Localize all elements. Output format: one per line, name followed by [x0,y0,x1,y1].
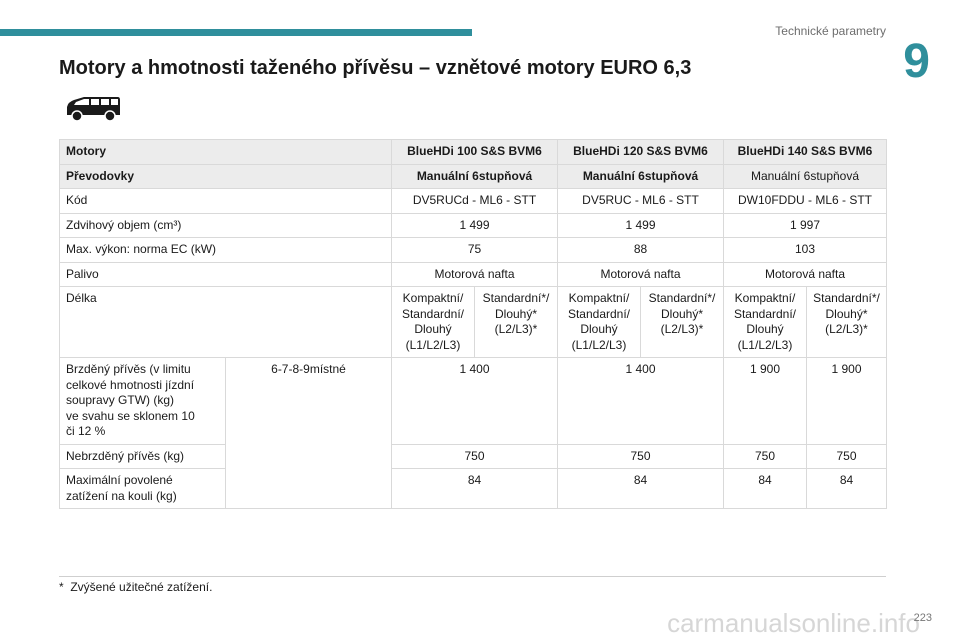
table-cell: 84 [806,468,887,509]
length-variant-a: Kompaktní/Standardní/Dlouhý (L1/L2/L3) [391,286,475,358]
footnote-divider [59,576,886,577]
table-cell: 103 [723,237,887,263]
row-label: Motory [59,139,392,165]
table-row-braked-trailer: Brzděný přívěs (v limitu celkové hmotnost… [59,357,887,509]
row-label: Kód [59,188,392,214]
row-label: Převodovky [59,163,392,189]
table-cell: 750 [557,443,724,469]
table-row-hitch-load: Maximální povolené zatížení na kouli (kg)… [59,468,887,509]
van-icon [67,97,120,122]
footnote: * Zvýšené užitečné zatížení. [59,580,212,594]
section-label: Technické parametry [775,24,886,38]
table-cell: 1 499 [557,212,724,238]
table-cell: 750 [723,443,807,469]
table-cell: DW10FDDU - ML6 - STT [723,188,887,214]
engine-header: BlueHDi 120 S&S BVM6 [557,139,724,165]
table-cell: Manuální 6stupňová [391,163,558,189]
table-row-displacement: Zdvihový objem (cm³) 1 499 1 499 1 997 [59,212,887,238]
row-label: Brzděný přívěs (v limitu celkové hmotnost… [59,357,226,445]
length-variant-b: Standardní*/Dlouhý* (L2/L3)* [474,286,558,358]
watermark: carmanualsonline.info [667,608,920,638]
table-cell: 1 400 [557,357,724,445]
table-cell: 1 997 [723,212,887,238]
length-variant-a: Kompaktní/Standardní/Dlouhý (L1/L2/L3) [557,286,641,358]
row-label: Zdvihový objem (cm³) [59,212,392,238]
seats-cell: 6-7-8-9místné [225,357,392,509]
row-label: Max. výkon: norma EC (kW) [59,237,392,263]
table-row-gearbox: Převodovky Manuální 6stupňová Manuální 6… [59,163,887,189]
footnote-text: Zvýšené užitečné zatížení. [70,580,213,594]
table-row-code: Kód DV5RUCd - ML6 - STT DV5RUC - ML6 - S… [59,188,887,214]
table-cell: Motorová nafta [723,261,887,287]
table-cell: 75 [391,237,558,263]
footnote-mark: * [59,580,64,594]
table-cell: Motorová nafta [557,261,724,287]
table-cell: Manuální 6stupňová [557,163,724,189]
page-title: Motory a hmotnosti taženého přívěsu – vz… [59,57,692,79]
row-label: Maximální povolené zatížení na kouli (kg) [59,468,226,509]
table-cell: 750 [806,443,887,469]
table-cell: 1 900 [806,357,887,445]
length-variant-b: Standardní*/Dlouhý* (L2/L3)* [806,286,887,358]
table-cell: 1 900 [723,357,807,445]
engine-spec-table: Motory BlueHDi 100 S&S BVM6 BlueHDi 120 … [59,139,887,509]
table-cell: 1 499 [391,212,558,238]
table-row-length: Délka Kompaktní/Standardní/Dlouhý (L1/L2/… [59,286,887,358]
table-row-engines: Motory BlueHDi 100 S&S BVM6 BlueHDi 120 … [59,139,887,165]
table-cell: DV5RUCd - ML6 - STT [391,188,558,214]
row-label: Nebrzděný přívěs (kg) [59,443,226,469]
header-accent-bar [0,29,472,36]
chapter-number: 9 [903,35,930,88]
table-cell: 84 [557,468,724,509]
table-row-power: Max. výkon: norma EC (kW) 75 88 103 [59,237,887,263]
engine-header: BlueHDi 140 S&S BVM6 [723,139,887,165]
table-cell: 84 [723,468,807,509]
table-cell: Manuální 6stupňová [723,163,887,189]
length-variant-a: Kompaktní/Standardní/Dlouhý (L1/L2/L3) [723,286,807,358]
table-cell: Motorová nafta [391,261,558,287]
row-label: Palivo [59,261,392,287]
table-cell: DV5RUC - ML6 - STT [557,188,724,214]
table-cell: 1 400 [391,357,558,445]
engine-header: BlueHDi 100 S&S BVM6 [391,139,558,165]
table-cell: 84 [391,468,558,509]
page-number: 223 [913,612,932,624]
table-row-fuel: Palivo Motorová nafta Motorová nafta Mot… [59,261,887,287]
table-row-unbraked-trailer: Nebrzděný přívěs (kg) 750 750 750 750 [59,443,887,469]
row-label: Délka [59,286,392,358]
table-cell: 750 [391,443,558,469]
table-cell: 88 [557,237,724,263]
length-variant-b: Standardní*/Dlouhý* (L2/L3)* [640,286,724,358]
